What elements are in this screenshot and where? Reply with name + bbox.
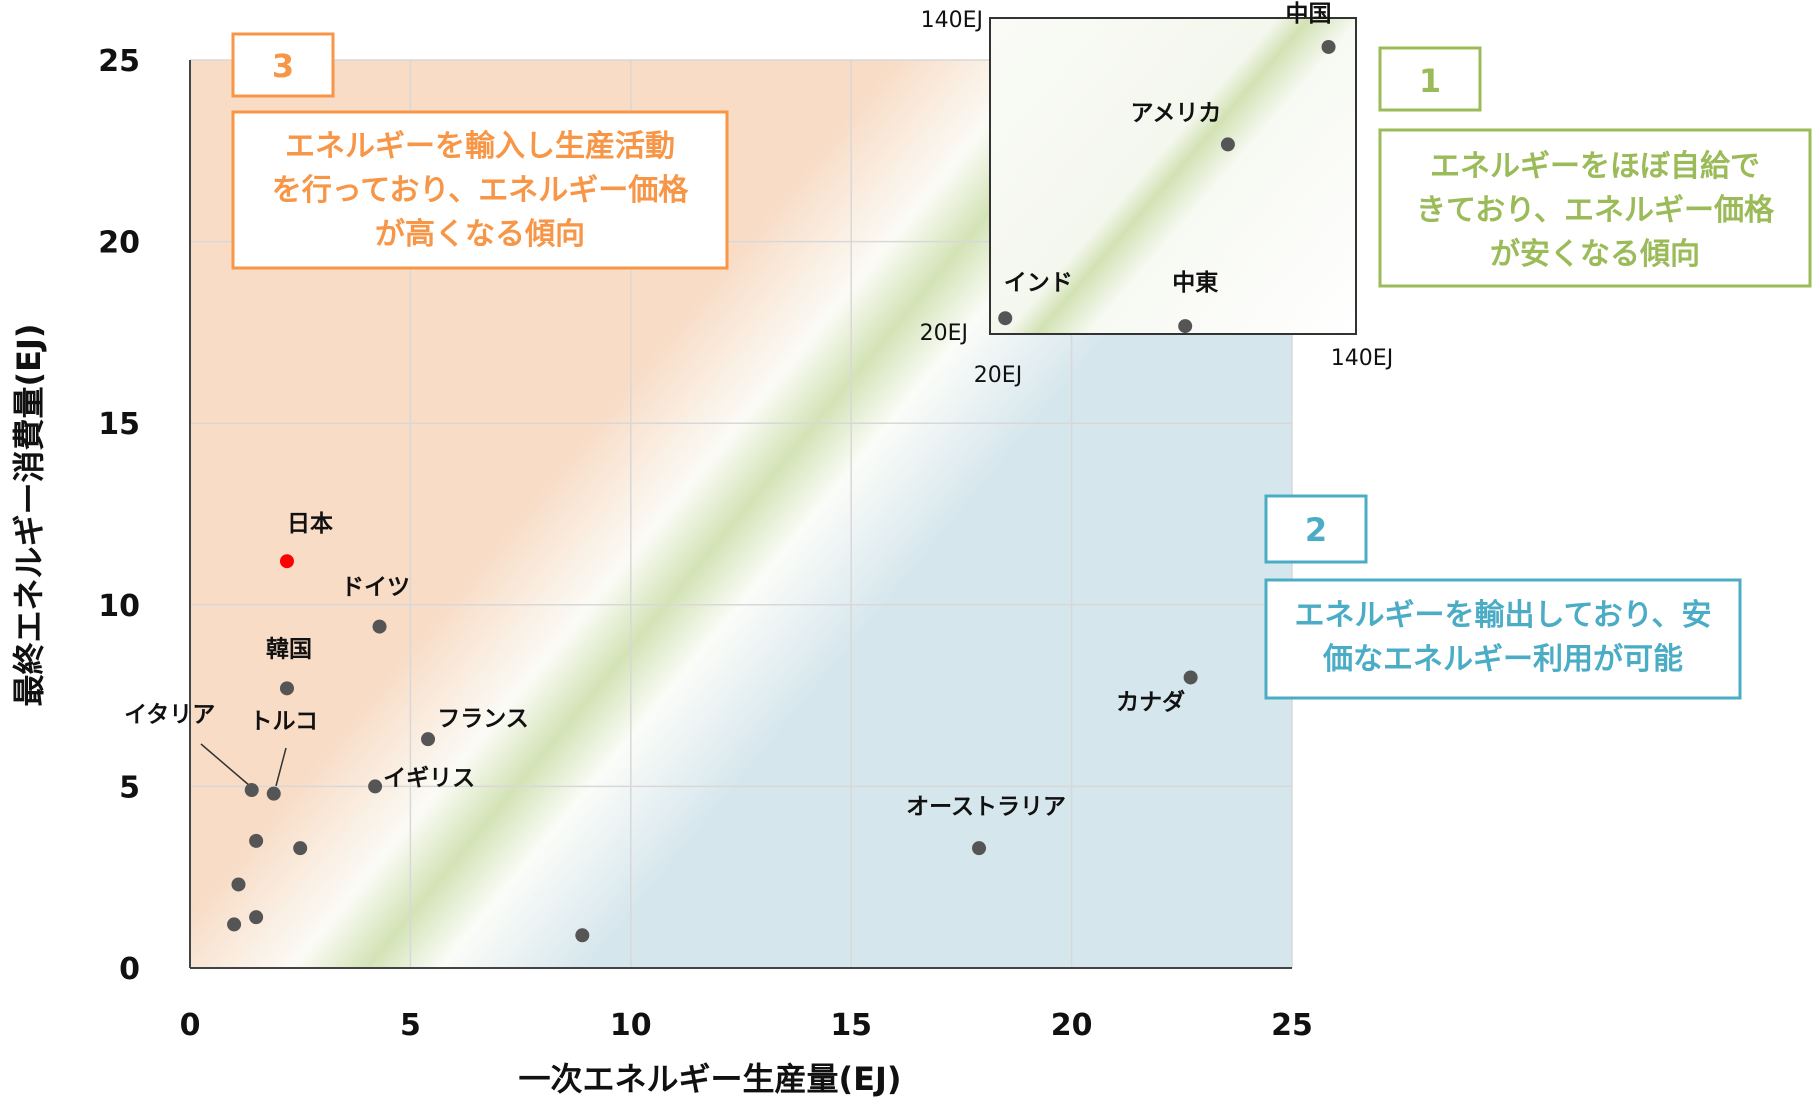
inset-label-bottom-left: 20EJ [974, 363, 1022, 388]
x-tick-labels: 0 5 10 15 20 25 [180, 1008, 1313, 1043]
point-label: フランス [437, 706, 529, 732]
annotation-1-line-1: エネルギーをほぼ自給で [1430, 149, 1760, 184]
inset-frame [989, 17, 1357, 335]
annotation-3-line-1: エネルギーを輸入し生産活動 [285, 129, 675, 164]
point-label: トルコ [249, 709, 318, 735]
inset-label-top: 140EJ [921, 8, 983, 33]
leader-line-turkey [275, 747, 287, 787]
point-label: イタリア [124, 702, 215, 728]
y-tick-labels: 0 5 10 15 20 25 [98, 44, 140, 987]
data-point [266, 786, 281, 801]
data-point [279, 554, 294, 569]
annotation-1-line-2: きており、エネルギー価格 [1416, 193, 1775, 228]
annotation-3-number: 3 [272, 47, 294, 85]
inset-point-label: 中国 [1286, 1, 1332, 27]
data-point [279, 681, 294, 696]
inset-data-point [1178, 319, 1193, 334]
inset-data-point [998, 311, 1013, 326]
leader-line-italy [200, 743, 251, 787]
y-tick-label: 10 [98, 589, 140, 624]
annotation-3-number-box [231, 32, 335, 98]
x-tick-label: 0 [180, 1008, 201, 1043]
data-point [372, 619, 387, 634]
annotation-1-text-box [1378, 128, 1812, 288]
data-point [972, 841, 987, 856]
point-label: イギリス [383, 765, 475, 791]
annotation-3-line-2: を行っており、エネルギー価格 [272, 173, 689, 208]
data-point [1183, 670, 1198, 685]
inset-point-label: アメリカ [1130, 100, 1221, 126]
data-point [421, 732, 436, 747]
y-tick-label: 20 [98, 226, 140, 261]
x-tick-label: 15 [830, 1008, 872, 1043]
annotation-2-number-box [1264, 494, 1368, 564]
annotation-1: 1 エネルギーをほぼ自給で きており、エネルギー価格 が安くなる傾向 [1378, 46, 1812, 288]
y-tick-label: 0 [119, 952, 140, 987]
annotation-2-line-2: 価なエネルギー利用が可能 [1322, 642, 1683, 677]
point-label: 日本 [287, 511, 333, 537]
data-point [249, 833, 264, 848]
point-label: 韓国 [266, 635, 312, 662]
inset-point-label: 中東 [1172, 270, 1218, 296]
data-point [227, 917, 242, 932]
data-point [293, 841, 308, 856]
annotation-3: 3 エネルギーを輸入し生産活動 を行っており、エネルギー価格 が高くなる傾向 [231, 32, 729, 270]
y-tick-label: 15 [98, 407, 140, 442]
x-axis-label: 一次エネルギー生産量(EJ) [518, 1060, 901, 1098]
inset-data-point [1321, 39, 1336, 54]
x-tick-label: 5 [400, 1008, 421, 1043]
data-point [575, 928, 590, 943]
annotation-3-line-3: が高くなる傾向 [375, 217, 585, 252]
annotation-1-number-box [1378, 46, 1482, 112]
data-point [231, 877, 246, 892]
x-tick-label: 25 [1271, 1008, 1313, 1043]
inset-point-label: インド [1004, 270, 1073, 296]
annotation-1-number: 1 [1419, 62, 1441, 100]
point-label: ドイツ [341, 575, 410, 601]
data-point [249, 910, 264, 925]
x-tick-label: 20 [1051, 1008, 1093, 1043]
annotation-1-line-3: が安くなる傾向 [1490, 237, 1700, 272]
data-point [368, 779, 383, 794]
x-tick-label: 10 [610, 1008, 652, 1043]
annotation-2-number: 2 [1305, 511, 1327, 549]
inset-data-point [1220, 137, 1235, 152]
data-point [244, 783, 259, 798]
inset-label-right: 140EJ [1331, 346, 1393, 371]
point-label: オーストラリア [906, 794, 1066, 820]
annotation-2: 2 エネルギーを輸出しており、安 価なエネルギー利用が可能 [1264, 494, 1742, 700]
point-label: カナダ [1116, 688, 1185, 715]
annotation-3-text-box [231, 110, 729, 270]
annotation-2-text-box [1264, 578, 1742, 700]
y-tick-label: 25 [98, 44, 140, 79]
annotation-2-line-1: エネルギーを輸出しており、安 [1295, 598, 1712, 633]
inset-label-left: 20EJ [920, 321, 968, 346]
y-tick-label: 5 [119, 770, 140, 805]
y-axis-label: 最終エネルギー消費量(EJ) [10, 323, 48, 706]
